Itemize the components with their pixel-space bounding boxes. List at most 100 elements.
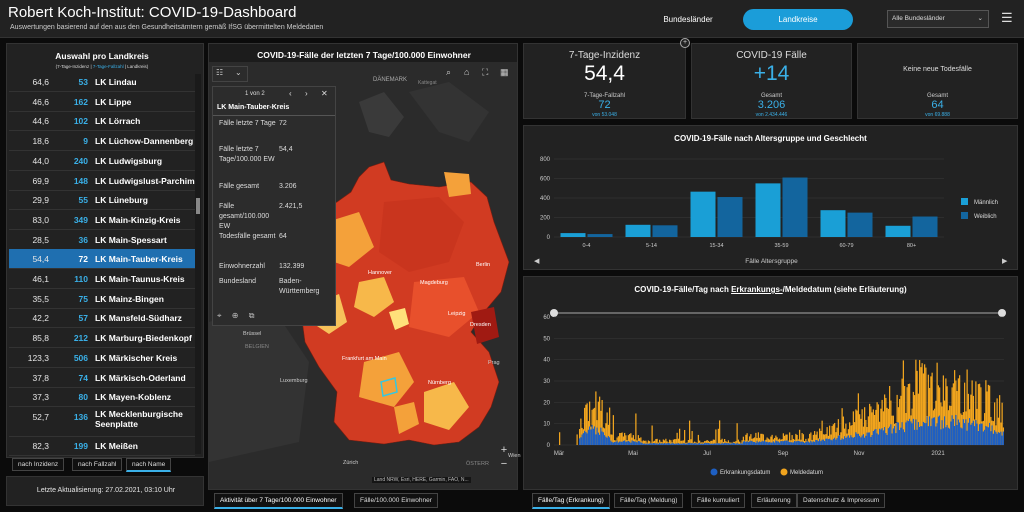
bar-erkrankungsdatum [779, 442, 781, 445]
bar-meldedatum [931, 372, 933, 445]
expand-icon[interactable]: + [680, 38, 690, 48]
chart-prev-icon[interactable]: ◀ [534, 258, 540, 265]
zoom-icon[interactable]: ⊕ [231, 311, 239, 320]
bar-erkrankungsdatum [964, 423, 966, 445]
bar-erkrankungsdatum [975, 420, 977, 445]
bar-meldedatum [595, 391, 597, 445]
bar-erkrankungsdatum [704, 442, 706, 445]
list-item[interactable]: 37,8 74 LK Märkisch-Oderland [9, 368, 195, 388]
list-item[interactable]: 52,7 136 LK Mecklenburgische Seenplatte [9, 407, 195, 437]
bar-erkrankungsdatum [957, 419, 959, 445]
sort-name-button[interactable]: nach Name [126, 458, 172, 472]
scrollbar-thumb[interactable] [196, 198, 200, 214]
bar-meldedatum [917, 393, 919, 445]
search-icon[interactable]: ⌕ [446, 67, 452, 77]
home-icon[interactable]: ⌂ [464, 67, 470, 77]
bar-erkrankungsdatum [582, 433, 584, 445]
chart-next-icon[interactable]: ▶ [1002, 258, 1008, 265]
bar-meldedatum [860, 418, 862, 445]
list-item[interactable]: 28,5 36 LK Main-Spessart [9, 230, 195, 250]
kpi-faelle: COVID-19 Fälle +14 Gesamt 3.206 von 2.43… [691, 43, 852, 119]
bar-erkrankungsdatum [681, 443, 683, 445]
popup-actions: ⌖ ⊕ ⧉ [217, 311, 254, 321]
bundesland-select[interactable]: Alle Bundesländer ⌄ [887, 10, 989, 28]
bar-meldedatum [749, 436, 751, 445]
bottom-tab[interactable]: Fälle/Tag (Meldung) [614, 493, 684, 508]
sort-inzidenz-button[interactable]: nach Inzidenz [12, 458, 65, 471]
bar-meldedatum [979, 383, 981, 445]
bottom-tab[interactable]: Erläuterung [751, 493, 797, 508]
bar-meldedatum [766, 437, 768, 445]
kpi-todesfaelle: Keine neue Todesfälle Gesamt 64 von 69.8… [857, 43, 1018, 119]
list-item[interactable]: 83,0 349 LK Main-Kinzig-Kreis [9, 210, 195, 230]
popup-next-icon[interactable]: › [305, 89, 308, 98]
list-item[interactable]: 54,4 72 LK Main-Tauber-Kreis [9, 249, 195, 270]
chevron-down-icon[interactable]: ⌄ [235, 68, 242, 77]
bar-erkrankungsdatum [740, 443, 742, 445]
list-item[interactable]: 35,5 75 LK Mainz-Bingen [9, 289, 195, 309]
layer-list-icon[interactable]: ☷ [216, 68, 224, 77]
list-item[interactable]: 42,2 57 LK Mansfeld-Südharz [9, 308, 195, 329]
list-item-count: 240 [73, 155, 88, 166]
daily-chart[interactable]: 0 10 20 30 40 50 60 Mär Mai Jul Sep Nov 2021 Erkranku… [524, 277, 1019, 491]
list-item-incidence: 46,1 [32, 274, 49, 284]
dock-icon[interactable]: ⧉ [248, 311, 255, 320]
bar-meldedatum [880, 408, 882, 445]
bar-erkrankungsdatum [687, 442, 689, 445]
kpi-fallzahl-label: 7-Tage-Fallzahl [583, 93, 626, 99]
list-item[interactable]: 69,9 148 LK Ludwigslust-Parchim [9, 171, 195, 191]
list-item[interactable]: 44,6 102 LK Lörrach [9, 111, 195, 132]
bar-erkrankungsdatum [955, 414, 957, 445]
tab-aktivitaet[interactable]: Aktivität über 7 Tage/100.000 Einwohner [214, 493, 343, 509]
list-item[interactable]: 44,0 240 LK Ludwigsburg [9, 151, 195, 171]
list-item[interactable]: 37,3 80 LK Mayen-Koblenz [9, 387, 195, 408]
bottom-tab[interactable]: Fälle kumuliert [691, 493, 746, 508]
list-item[interactable]: 85,8 212 LK Marburg-Biedenkopf [9, 328, 195, 349]
basemap-gallery-icon[interactable]: ▦ [500, 67, 509, 77]
zoom-in-button[interactable]: + [500, 444, 508, 456]
list-item-incidence: 18,6 [32, 136, 49, 147]
bar-meldedatum [922, 373, 924, 445]
bar-meldedatum [791, 435, 793, 445]
bar-meldedatum [896, 394, 898, 445]
list-item[interactable]: 82,3 199 LK Meißen [9, 436, 195, 456]
bar-meldedatum [955, 380, 957, 445]
bottom-tab[interactable]: Fälle/Tag (Erkrankung) [532, 493, 610, 509]
bar-meldedatum [712, 439, 714, 445]
fullscreen-icon[interactable]: ⛶ [482, 67, 489, 77]
bar-meldedatum [845, 423, 847, 445]
list-item[interactable]: 46,1 110 LK Main-Taunus-Kreis [9, 269, 195, 289]
bar-erkrankungsdatum [995, 431, 997, 445]
sort-fallzahl-button[interactable]: nach Fallzahl [72, 458, 123, 471]
bar-erkrankungsdatum [901, 422, 903, 445]
list-item[interactable]: 46,6 162 LK Lippe [9, 92, 195, 112]
bottom-tab[interactable]: Datenschutz & Impressum [797, 493, 886, 508]
list-scrollbar[interactable] [195, 74, 201, 454]
zoom-out-button[interactable]: − [500, 458, 508, 470]
tab-faelle-pro-100k[interactable]: Fälle/100.000 Einwohner [354, 493, 438, 508]
list-item[interactable]: 18,6 9 LK Lüchow-Dannenberg [9, 131, 195, 152]
bar-erkrankungsdatum [674, 443, 676, 445]
nav-bundeslaender-button[interactable]: Bundesländer [663, 15, 713, 24]
zoom-to-icon[interactable]: ⌖ [217, 311, 222, 320]
nav-landkreise-button[interactable]: Landkreise [743, 9, 853, 30]
bar-erkrankungsdatum [952, 418, 954, 445]
popup-prev-icon[interactable]: ‹ [289, 89, 292, 98]
bar-erkrankungsdatum [950, 421, 952, 445]
bar-erkrankungsdatum [805, 442, 807, 445]
close-icon[interactable]: ✕ [321, 89, 328, 98]
legend-landkreis: | Landkreis) [123, 64, 149, 69]
y-tick-label: 600 [540, 177, 551, 183]
bar-erkrankungsdatum [961, 428, 963, 445]
bar-meldedatum [1001, 402, 1003, 445]
list-item[interactable]: 123,3 506 LK Märkischer Kreis [9, 348, 195, 368]
bar-erkrankungsdatum [935, 426, 937, 445]
bar-meldedatum [945, 378, 947, 445]
list-item[interactable]: 29,9 55 LK Lüneburg [9, 190, 195, 211]
list-item[interactable]: 64,6 53 LK Lindau [9, 72, 195, 92]
bar-meldedatum [714, 439, 716, 445]
age-chart[interactable]: 0 200 400 600 800 0-4 5-14 15-34 35-59 60-79 80+ Mä… [524, 126, 1019, 271]
bar-erkrankungsdatum [777, 441, 779, 445]
selected-district-outline [380, 377, 398, 397]
hamburger-menu-icon[interactable]: ☰ [1001, 10, 1013, 25]
